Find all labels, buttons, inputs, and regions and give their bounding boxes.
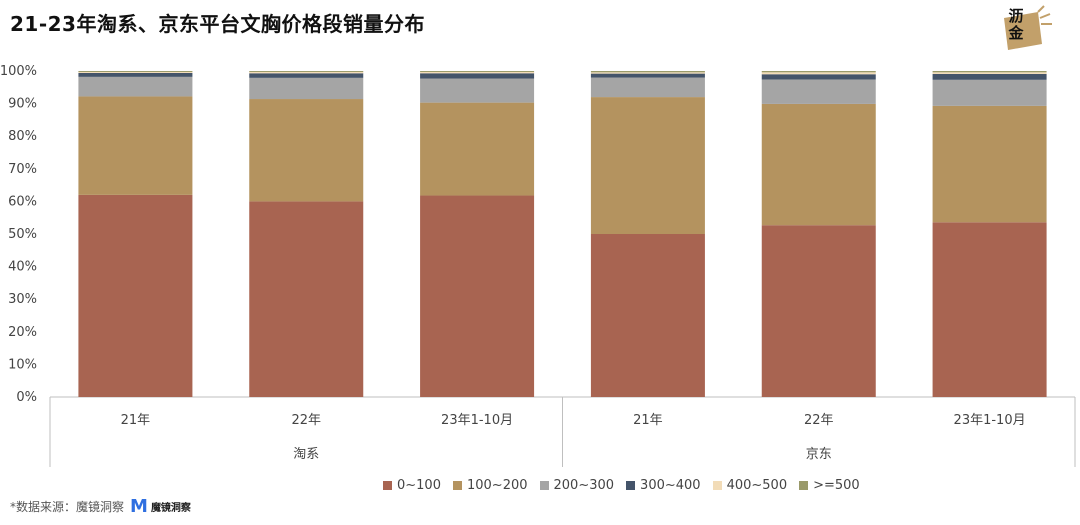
logo-mark-icon: [1004, 5, 1052, 50]
bar-segment: [932, 222, 1047, 397]
bar-segment: [78, 76, 193, 97]
bar-segment: [420, 102, 535, 196]
y-tick-label: 50%: [8, 227, 37, 242]
bar-segment: [761, 71, 876, 73]
legend-label: >=500: [813, 478, 860, 493]
chart-legend: 0~100 100~200 200~300 300~400 400~500 >=500: [383, 478, 860, 493]
bar-segment: [78, 71, 193, 73]
legend-label: 0~100: [397, 478, 441, 493]
legend-swatch: [452, 481, 462, 490]
legend-item: 100~200: [452, 478, 528, 493]
category-label: 22年: [291, 413, 321, 428]
group-label: 京东: [806, 447, 832, 462]
brand-name: 魔镜洞察: [150, 503, 191, 514]
bar-segment: [78, 194, 193, 397]
logo-text: 沥金: [1008, 7, 1024, 42]
legend-item: 0~100: [383, 478, 441, 493]
legend-swatch: [712, 481, 722, 490]
y-tick-label: 80%: [8, 129, 37, 144]
legend-item: 300~400: [626, 478, 701, 493]
y-tick-label: 60%: [8, 194, 37, 209]
bar-segment: [590, 73, 705, 78]
bar-segment: [249, 73, 364, 78]
bar-segment: [932, 72, 1047, 74]
bar-segment: [420, 78, 535, 103]
chart-title: 21-23年淘系、京东平台文胸价格段销量分布: [10, 12, 425, 36]
legend-item: 400~500: [712, 478, 788, 493]
brand-m-icon: M: [130, 496, 148, 517]
bar-segment: [590, 234, 705, 397]
bar-segment: [249, 71, 364, 74]
legend-swatch: [799, 481, 809, 490]
legend-swatch: [626, 481, 636, 490]
legend-swatch: [539, 481, 549, 490]
bar-segment: [78, 71, 193, 72]
category-label: 22年: [804, 413, 834, 428]
bar-segment: [420, 71, 535, 72]
y-tick-label: 0%: [16, 390, 37, 405]
legend-label: 400~500: [726, 478, 788, 493]
legend-label: 100~200: [466, 478, 528, 493]
bar-segment: [420, 71, 535, 74]
bar-segment: [761, 225, 876, 397]
y-tick-label: 70%: [8, 162, 37, 177]
legend-swatch: [383, 481, 392, 490]
y-tick-label: 90%: [8, 97, 37, 112]
bar-segment: [761, 79, 876, 104]
bar-segment: [932, 71, 1047, 73]
bar-segment: [420, 195, 535, 397]
category-label: 21年: [633, 413, 663, 428]
source-brand: M 魔镜洞察: [130, 496, 191, 517]
data-source: *数据来源：魔镜洞察 M 魔镜洞察: [10, 496, 191, 517]
bar-segment: [78, 72, 193, 77]
brand-logo: 沥金: [998, 4, 1058, 54]
bar-segment: [932, 79, 1047, 106]
bar-segment: [590, 72, 705, 74]
bar-segment: [249, 77, 364, 100]
bar-segment: [420, 73, 535, 79]
bar-segment: [761, 74, 876, 80]
bar-segment: [761, 103, 876, 226]
bar-segment: [761, 72, 876, 75]
bar-segment: [590, 77, 705, 98]
y-tick-label: 40%: [8, 260, 37, 275]
group-label: 淘系: [293, 447, 319, 462]
legend-item: 200~300: [539, 478, 615, 493]
category-label: 23年1-10月: [441, 413, 513, 428]
bar-segment: [590, 71, 705, 73]
source-label: *数据来源：魔镜洞察: [10, 500, 125, 514]
bar-segment: [932, 105, 1047, 223]
bar-segment: [932, 73, 1047, 80]
y-tick-label: 30%: [8, 292, 37, 307]
legend-label: 200~300: [553, 478, 615, 493]
legend-label: 300~400: [640, 478, 701, 493]
y-tick-label: 20%: [8, 325, 37, 340]
y-tick-label: 10%: [8, 357, 37, 372]
bar-segment: [249, 71, 364, 72]
category-label: 21年: [121, 413, 151, 428]
bar-segment: [249, 99, 364, 202]
bar-segment: [249, 201, 364, 397]
bar-segment: [78, 96, 193, 195]
category-label: 23年1-10月: [954, 413, 1026, 428]
y-tick-label: 100%: [0, 64, 37, 79]
legend-item: >=500: [799, 478, 860, 493]
bar-segment: [590, 97, 705, 234]
